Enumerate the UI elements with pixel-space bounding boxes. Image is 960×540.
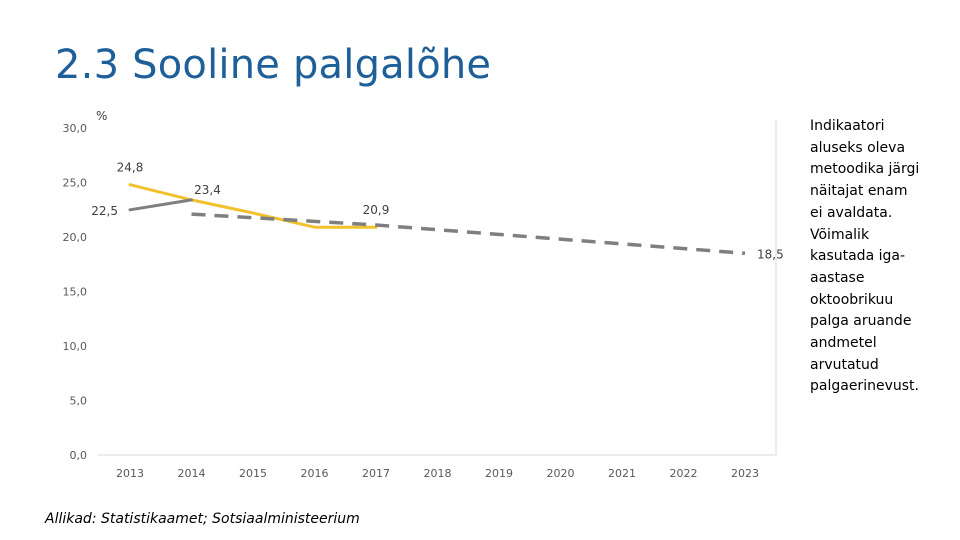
data-labels-layer: 24,8 22,5 23,4 20,9 18,5 <box>91 161 783 262</box>
x-tick-label: 2021 <box>608 467 636 480</box>
x-tick-label: 2016 <box>301 467 329 480</box>
side-note-line: andmetel <box>810 335 877 352</box>
x-tick-label: 2014 <box>178 467 206 480</box>
y-tick-label: 10,0 <box>63 340 88 353</box>
x-tick-label: 2017 <box>362 467 390 480</box>
side-note-line: aluseks oleva <box>810 139 906 156</box>
side-note-line: palga aruande <box>810 313 912 330</box>
x-tick-label: 2018 <box>424 467 452 480</box>
x-tick-label: 2013 <box>116 467 144 480</box>
side-note-line: arvutatud <box>810 356 879 373</box>
series-line-solid-1 <box>128 198 193 212</box>
y-unit-label: % <box>96 109 107 123</box>
y-tick-label: 0,0 <box>70 449 88 462</box>
data-label: 24,8 <box>117 161 144 175</box>
side-note-line: ei avaldata. <box>810 204 893 221</box>
slide-title: 2.3 Sooline palgalõhe <box>55 42 492 88</box>
x-tick-label: 2019 <box>485 467 513 480</box>
data-label: 23,4 <box>194 183 221 197</box>
side-note: Indikaatori aluseks oleva metoodika järgi n… <box>810 116 945 398</box>
data-label: 22,5 <box>91 204 118 218</box>
series-line-solid-0 <box>128 183 378 229</box>
x-tick-label: 2015 <box>239 467 267 480</box>
side-note-line: Võimalik <box>810 226 870 243</box>
x-tick-label: 2020 <box>547 467 575 480</box>
side-note-line: kasutada iga- <box>810 248 905 265</box>
x-axis-ticks: 2013 2014 2015 2016 2017 2018 2019 2020 2021 2022… <box>116 467 759 480</box>
series-line-dashed-2 <box>191 212 746 256</box>
x-tick-label: 2023 <box>731 467 759 480</box>
y-tick-label: 15,0 <box>63 286 88 299</box>
x-tick-label: 2022 <box>670 467 698 480</box>
side-note-line: Indikaatori <box>810 118 885 134</box>
side-note-line: aastase <box>810 269 865 286</box>
y-tick-label: 30,0 <box>63 122 88 135</box>
y-tick-label: 25,0 <box>63 177 88 190</box>
series-layer <box>128 183 746 256</box>
y-axis-ticks: 0,0 5,0 10,0 15,0 20,0 25,0 30,0 <box>63 122 88 462</box>
side-note-line: oktoobrikuu <box>810 291 894 308</box>
side-note-line: palgaerinevust. <box>810 378 919 395</box>
data-label: 18,5 <box>757 247 784 261</box>
side-note-line: näitajat enam <box>810 183 908 200</box>
side-note-line: metoodika järgi <box>810 161 920 178</box>
data-label: 20,9 <box>363 203 390 217</box>
y-tick-label: 5,0 <box>70 395 88 408</box>
source-note: Allikad: Statistikaamet; Sotsiaalministe… <box>45 511 360 527</box>
y-tick-label: 20,0 <box>63 231 88 244</box>
